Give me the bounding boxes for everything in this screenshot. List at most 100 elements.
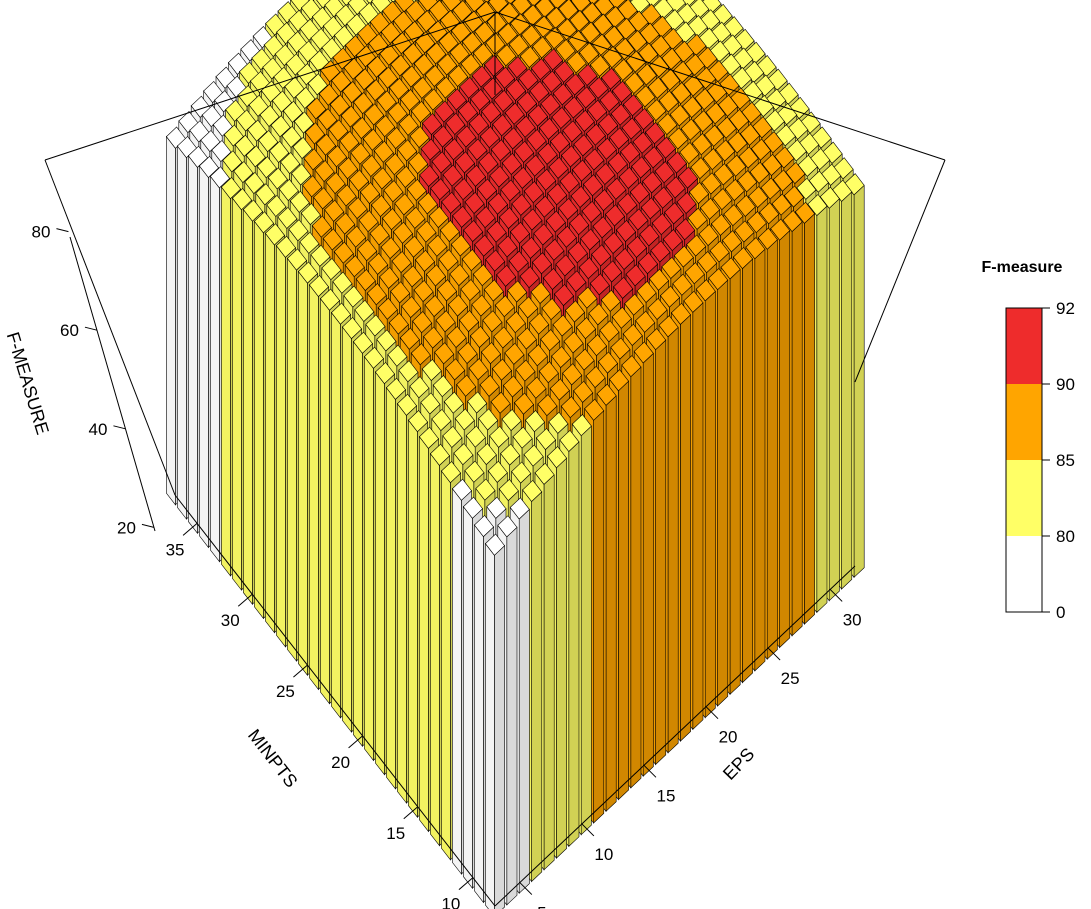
bar-top: [613, 276, 634, 299]
bar-top: [513, 392, 535, 415]
bar-face-eps: [630, 366, 642, 789]
bar-top: [341, 316, 363, 340]
bar-top: [638, 42, 659, 65]
bar-top: [581, 1, 602, 25]
bar-top: [234, 134, 255, 157]
bar-top: [303, 148, 324, 171]
bar-top: [566, 51, 587, 74]
bar-top: [354, 299, 375, 322]
bar-face-eps: [816, 205, 828, 614]
bar-top: [529, 312, 550, 335]
bar-top: [302, 175, 323, 198]
bar-top: [512, 166, 533, 189]
bar-top: [679, 141, 700, 165]
bar-top: [437, 53, 458, 76]
bar-top: [479, 374, 500, 397]
bar-top: [676, 191, 697, 214]
legend-title: F-measure: [982, 259, 1063, 276]
bar-top: [223, 124, 244, 147]
box-edge-back-right: [494, 11, 946, 161]
bar-top: [626, 235, 648, 258]
bar-top: [332, 271, 353, 294]
bar-top: [373, 140, 394, 163]
bar-top: [392, 221, 414, 244]
bar-top: [518, 68, 539, 91]
bar-top: [738, 146, 759, 169]
bar-top: [434, 342, 455, 365]
bar-top: [528, 0, 541, 7]
bar-top: [478, 151, 499, 174]
bar-top: [354, 68, 375, 91]
bar-top: [270, 115, 291, 138]
x-10-tick-label: 10: [594, 845, 613, 864]
bar-top: [723, 204, 744, 227]
bar-top: [402, 265, 423, 288]
bar-top: [417, 192, 438, 215]
box-edge-back-left: [44, 11, 496, 161]
bar-top: [282, 100, 304, 123]
bar-top: [687, 207, 708, 230]
bar-top: [549, 378, 570, 401]
bar-top: [715, 139, 736, 162]
bar-top: [446, 88, 467, 111]
y-30-tick-label: 30: [221, 611, 240, 630]
bar-top: [531, 252, 553, 275]
bar-top: [632, 131, 653, 154]
bar-top: [281, 125, 302, 148]
bar-top: [501, 408, 522, 432]
bar-top: [315, 133, 337, 156]
bar-face-minpts: [188, 154, 198, 535]
y-25-tick-label: 25: [276, 682, 295, 701]
bar-top: [596, 137, 617, 160]
legend-swatch-90-92: [1006, 308, 1042, 384]
bar-top: [293, 111, 315, 134]
bar-face-minpts: [309, 284, 319, 691]
bar-top: [308, 274, 330, 297]
bar-top: [508, 250, 529, 273]
legend-swatch-85-90: [1006, 384, 1042, 460]
bar-top: [524, 410, 546, 433]
bar-top: [286, 248, 308, 271]
bar-top: [487, 460, 508, 483]
bar-top: [464, 0, 485, 13]
bar-top: [388, 77, 410, 100]
bar-top: [438, 249, 459, 272]
bar-top: [559, 171, 580, 194]
bar-top: [538, 117, 560, 140]
bar-top: [409, 376, 430, 399]
bar-top: [357, 238, 378, 262]
bar-top: [428, 205, 449, 229]
bar-top: [451, 478, 473, 501]
bar-top: [585, 365, 606, 389]
bar-top: [443, 138, 465, 161]
bar-top: [418, 426, 440, 449]
x-25-tick: [767, 647, 781, 661]
bar-top: [335, 212, 356, 235]
legend-label-0: 0: [1056, 603, 1065, 622]
x-axis-title: EPS: [719, 744, 758, 784]
bar-top: [658, 315, 679, 338]
bar-top: [505, 311, 526, 334]
bar-top: [500, 179, 521, 202]
bar-top: [364, 103, 385, 126]
bar-top: [567, 241, 588, 264]
bar-top: [650, 35, 671, 58]
bar-top: [362, 128, 383, 151]
bar-top: [677, 166, 699, 189]
bar-top: [501, 152, 522, 175]
bar-top: [533, 15, 554, 38]
bar-top: [782, 209, 803, 233]
bar-top: [497, 515, 518, 538]
bar-top: [310, 244, 331, 267]
bar-top: [438, 31, 459, 54]
bar-top: [772, 169, 794, 192]
bar-top: [609, 127, 630, 150]
bar-top: [604, 204, 626, 227]
bar-face-minpts: [386, 386, 396, 790]
bar-top: [536, 168, 557, 191]
bar-top: [463, 10, 484, 33]
bar-top: [431, 151, 452, 174]
bar-top: [379, 266, 400, 289]
bar-face-eps: [642, 352, 654, 777]
bar-face-minpts: [166, 135, 176, 506]
